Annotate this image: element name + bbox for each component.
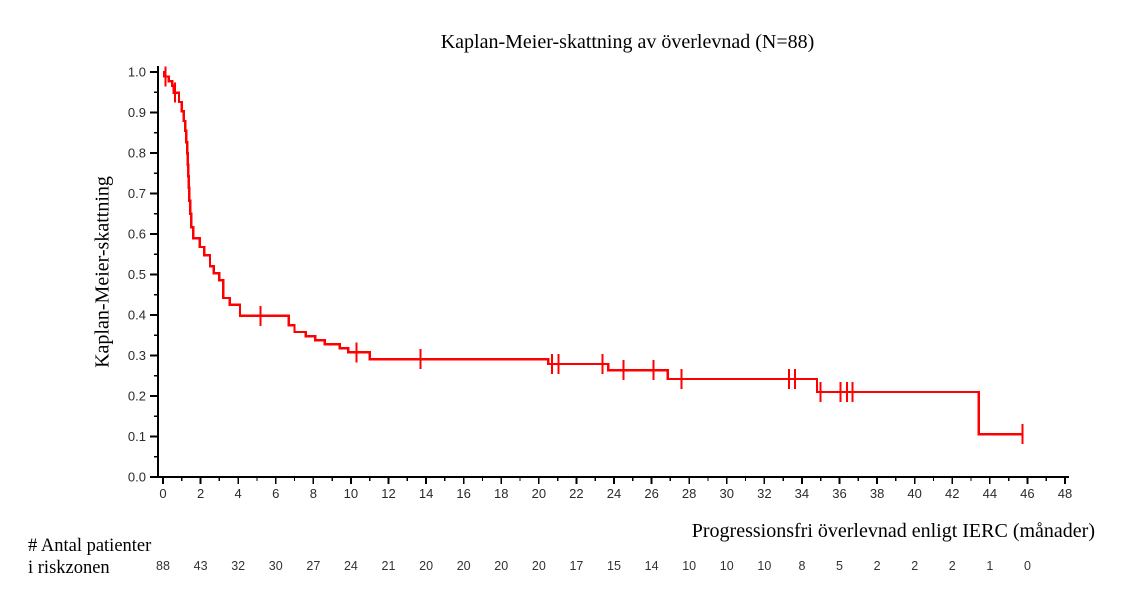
x-tick-label: 32 [757,486,771,501]
risk-count: 10 [720,559,734,573]
x-tick-label: 26 [644,486,658,501]
y-tick-label: 0.6 [128,227,146,242]
x-tick-label: 44 [983,486,997,501]
risk-count: 15 [607,559,621,573]
risk-count: 20 [532,559,546,573]
x-tick-label: 4 [235,486,242,501]
chart-title: Kaplan-Meier-skattning av överlevnad (N=… [440,31,815,53]
risk-count: 1 [986,559,993,573]
x-tick-label: 10 [344,486,358,501]
x-tick-label: 20 [532,486,546,501]
x-tick-label: 28 [682,486,696,501]
x-tick-label: 46 [1020,486,1034,501]
x-tick-label: 36 [832,486,846,501]
y-axis-label: Kaplan-Meier-skattning [91,176,114,368]
risk-count: 17 [569,559,583,573]
risk-count: 43 [194,559,208,573]
risk-table-label-line1: # Antal patienter [28,536,152,556]
risk-count: 27 [306,559,320,573]
risk-table-label-line2: i riskzonen [28,558,110,578]
y-tick-label: 0.5 [128,267,146,282]
y-tick-label: 0.3 [128,348,146,363]
y-tick-label: 0.9 [128,105,146,120]
risk-count: 30 [269,559,283,573]
risk-count: 14 [645,559,659,573]
risk-count: 8 [798,559,805,573]
x-tick-label: 22 [569,486,583,501]
risk-count: 20 [494,559,508,573]
risk-count: 2 [949,559,956,573]
x-tick-label: 24 [607,486,621,501]
x-axis-label: Progressionsfri överlevnad enligt IERC (… [691,520,1095,542]
risk-count: 24 [344,559,358,573]
risk-count: 10 [757,559,771,573]
x-tick-label: 34 [795,486,809,501]
x-tick-label: 2 [197,486,204,501]
risk-count: 21 [382,559,396,573]
x-tick-label: 14 [419,486,433,501]
x-tick-label: 6 [272,486,279,501]
y-tick-label: 0.0 [128,470,146,485]
y-tick-label: 0.7 [128,186,146,201]
risk-count: 10 [682,559,696,573]
y-tick-label: 0.2 [128,389,146,404]
x-tick-label: 0 [159,486,166,501]
x-tick-label: 40 [907,486,921,501]
x-tick-label: 18 [494,486,508,501]
x-tick-label: 38 [870,486,884,501]
x-tick-label: 16 [456,486,470,501]
x-tick-label: 12 [381,486,395,501]
risk-count: 2 [911,559,918,573]
risk-table-label: # Antal patienter i riskzonen [28,535,151,579]
risk-count: 32 [231,559,245,573]
risk-count: 5 [836,559,843,573]
risk-count: 2 [874,559,881,573]
y-tick-label: 0.4 [128,308,146,323]
risk-count: 20 [419,559,433,573]
km-curve [163,70,1023,436]
x-tick-label: 42 [945,486,959,501]
y-tick-label: 0.8 [128,146,146,161]
x-tick-label: 48 [1058,486,1072,501]
y-tick-label: 1.0 [128,65,146,80]
x-tick-label: 8 [310,486,317,501]
y-tick-label: 0.1 [128,429,146,444]
risk-count: 88 [156,559,170,573]
x-tick-label: 30 [720,486,734,501]
risk-count: 20 [457,559,471,573]
risk-count: 0 [1024,559,1031,573]
